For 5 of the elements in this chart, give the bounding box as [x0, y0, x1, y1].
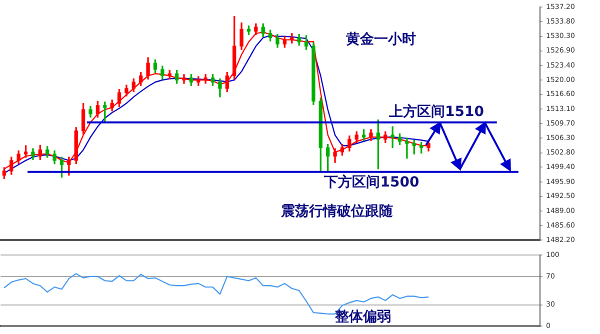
annotation: 震荡行情破位跟随 [280, 204, 394, 220]
ref-line-label: 下方区间1500 [323, 173, 420, 190]
annotation: 整体偏弱 [334, 309, 392, 326]
ref-line-label: 上方区间1510 [388, 102, 484, 120]
annotation: 黄金一小时 [344, 31, 416, 48]
